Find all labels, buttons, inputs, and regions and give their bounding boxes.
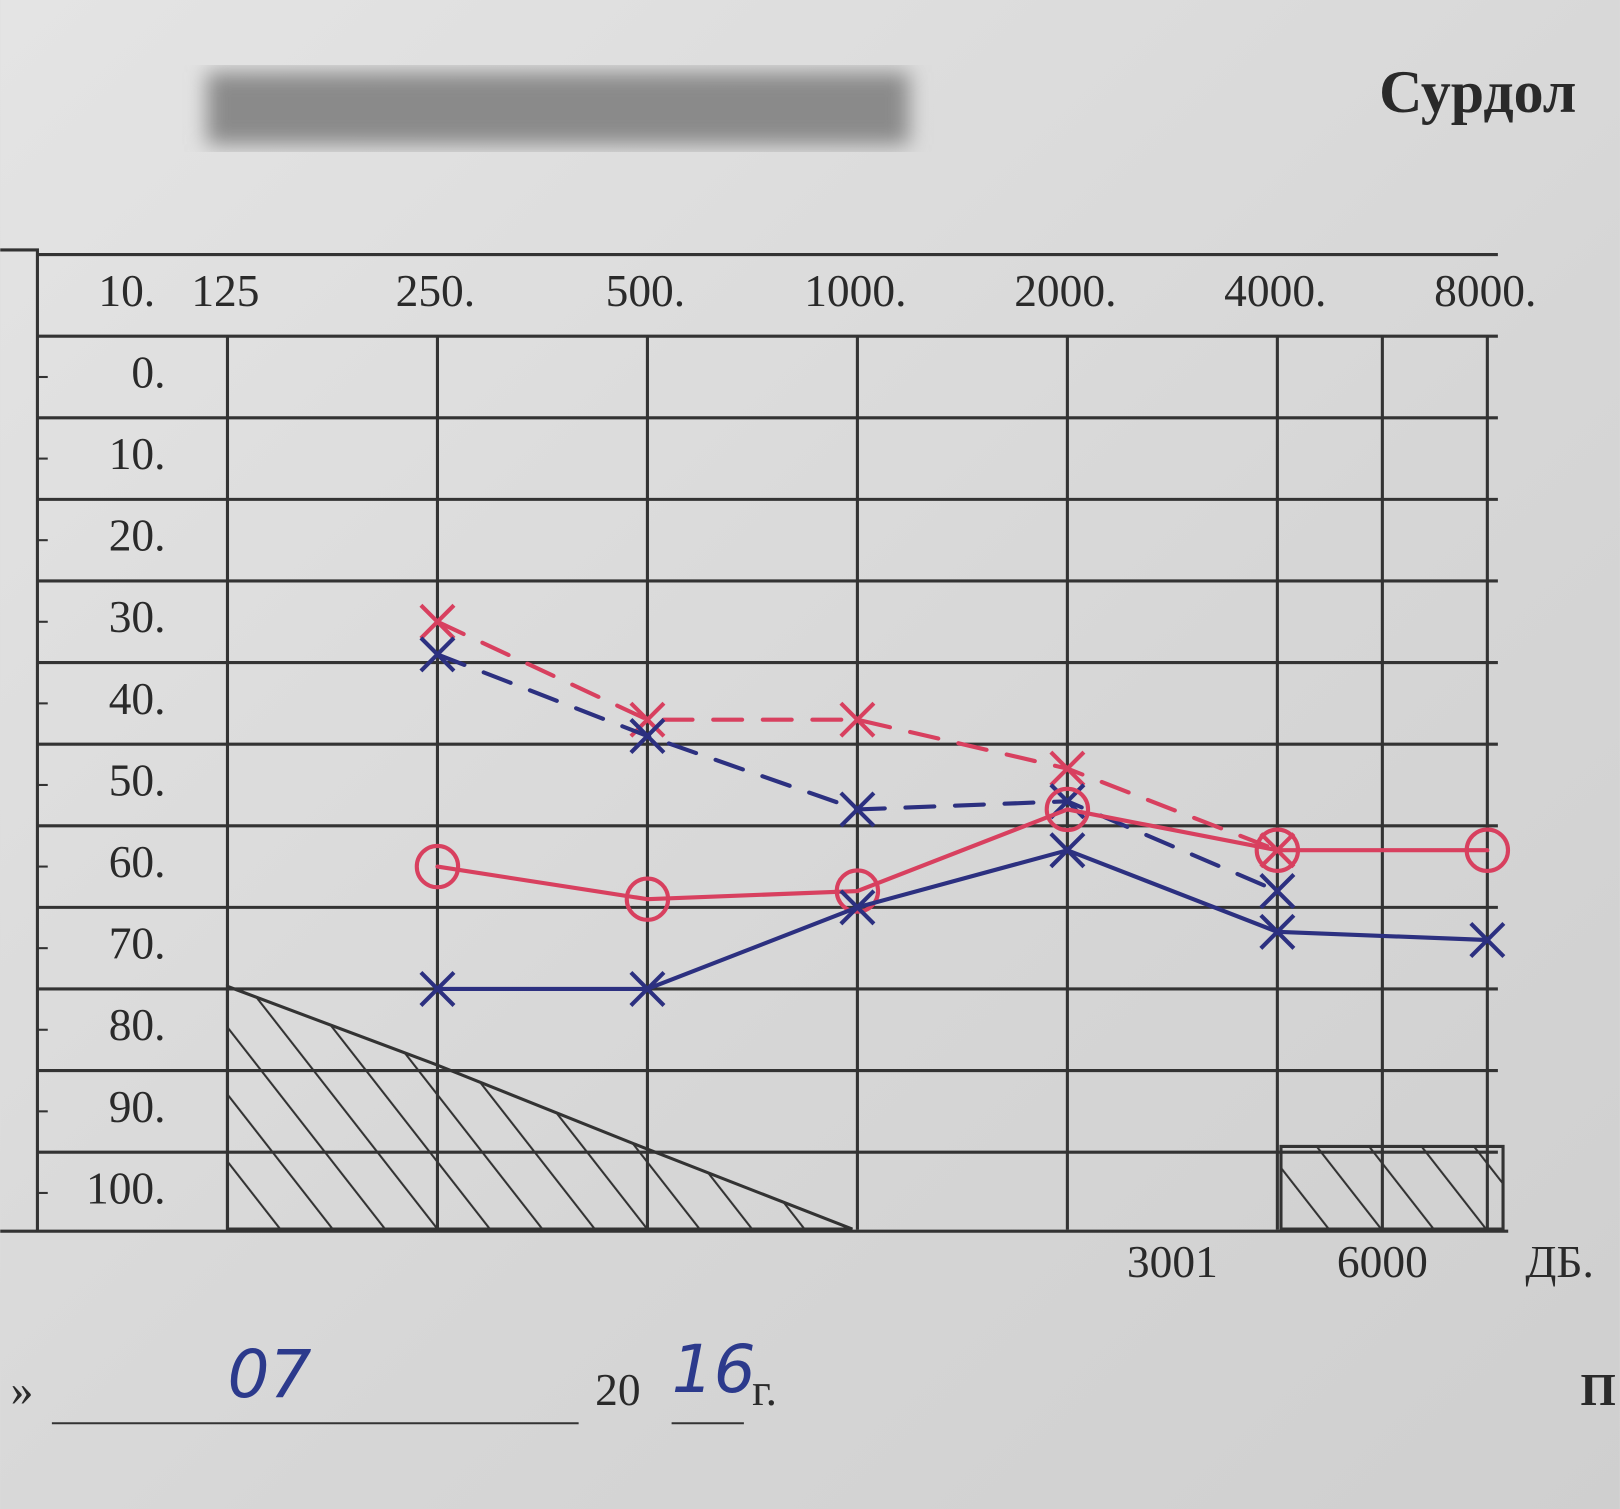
y-tick-label: 90. bbox=[109, 1082, 166, 1132]
x-tick-label: 8000. bbox=[1434, 266, 1536, 316]
y-tick-label: 20. bbox=[109, 511, 166, 561]
form-year-prefix: 20 bbox=[595, 1365, 640, 1415]
title: Сурдол bbox=[1379, 59, 1576, 125]
form-day: 07 bbox=[227, 1336, 311, 1413]
bullet: » bbox=[11, 1365, 34, 1415]
y-tick-label: 10. bbox=[109, 429, 166, 479]
y-tick-label: 30. bbox=[109, 592, 166, 642]
series-line bbox=[435, 807, 1490, 902]
marker bbox=[834, 868, 881, 914]
y-tick-label: 60. bbox=[109, 837, 166, 887]
hatched-region bbox=[1279, 1144, 1505, 1231]
y-tick-label: 70. bbox=[109, 919, 166, 969]
redacted-text bbox=[206, 72, 910, 145]
y-tick-label: 100. bbox=[86, 1163, 166, 1213]
form-year-mark: г. bbox=[752, 1365, 777, 1415]
marker bbox=[414, 843, 461, 890]
marker bbox=[624, 876, 671, 922]
marker bbox=[839, 791, 876, 828]
y-tick-label: 0. bbox=[131, 347, 165, 397]
marker bbox=[419, 636, 456, 673]
marker bbox=[839, 701, 876, 738]
x-tick-label: 2000. bbox=[1014, 266, 1116, 316]
bottom-label: 6000 bbox=[1337, 1237, 1428, 1287]
series-line bbox=[435, 848, 1490, 992]
marker bbox=[1049, 750, 1086, 787]
marker bbox=[1259, 913, 1296, 950]
marker bbox=[629, 718, 666, 754]
y-tick-label: 50. bbox=[109, 755, 166, 805]
y-tick-label: 40. bbox=[109, 674, 166, 724]
marker bbox=[1464, 827, 1511, 873]
unit-label: ДБ. bbox=[1525, 1237, 1593, 1287]
marker bbox=[839, 889, 876, 926]
x-tick-label: 500. bbox=[606, 266, 686, 316]
form-year-suffix: 16 bbox=[672, 1331, 756, 1408]
marker bbox=[1044, 786, 1091, 833]
marker bbox=[629, 970, 666, 1007]
series-line bbox=[435, 619, 1280, 853]
marker bbox=[1469, 922, 1506, 958]
marker bbox=[419, 970, 456, 1007]
x-tick-label: 125 bbox=[191, 266, 259, 316]
marker bbox=[1049, 832, 1086, 869]
marker bbox=[419, 603, 456, 640]
bottom-label: 3001 bbox=[1127, 1237, 1218, 1287]
x-tick-label: 1000. bbox=[804, 266, 906, 316]
x-tick-label: 4000. bbox=[1224, 266, 1326, 316]
form-fragment: П bbox=[1581, 1365, 1616, 1415]
x-tick-label: 250. bbox=[396, 266, 476, 316]
marker bbox=[1259, 873, 1296, 910]
marker bbox=[1254, 827, 1301, 873]
form-rule bbox=[0, 248, 39, 1232]
y-tick-label: 80. bbox=[109, 1000, 166, 1050]
corner-label: 10. bbox=[98, 266, 155, 316]
